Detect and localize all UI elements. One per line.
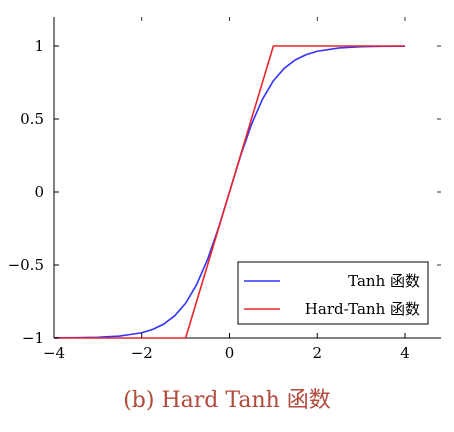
x-tick-label: 2 [312, 344, 322, 362]
x-tick-label: 0 [225, 344, 235, 362]
x-tick-label: −2 [131, 344, 153, 362]
y-tick-label: 0.5 [20, 110, 44, 128]
y-tick-label: −1 [22, 329, 44, 347]
tick-layer: −4 −2 0 2 4 −1 −0.5 0 0.5 1 [8, 17, 441, 362]
y-tick-label: −0.5 [8, 256, 44, 274]
series-line-hard-tanh [54, 45, 405, 339]
legend-box [237, 261, 429, 325]
x-tick-label: −4 [43, 344, 65, 362]
y-tick-label: 0 [34, 183, 44, 201]
legend: Tanh 函数 Hard-Tanh 函数 [237, 261, 429, 325]
legend-label-tanh: Tanh 函数 [348, 272, 420, 290]
series-layer [53, 45, 406, 339]
legend-label-hard-tanh: Hard-Tanh 函数 [305, 300, 420, 318]
y-tick-label: 1 [34, 37, 44, 55]
figure-caption: (b) Hard Tanh 函数 [123, 388, 331, 413]
x-tick-label: 4 [400, 344, 410, 362]
